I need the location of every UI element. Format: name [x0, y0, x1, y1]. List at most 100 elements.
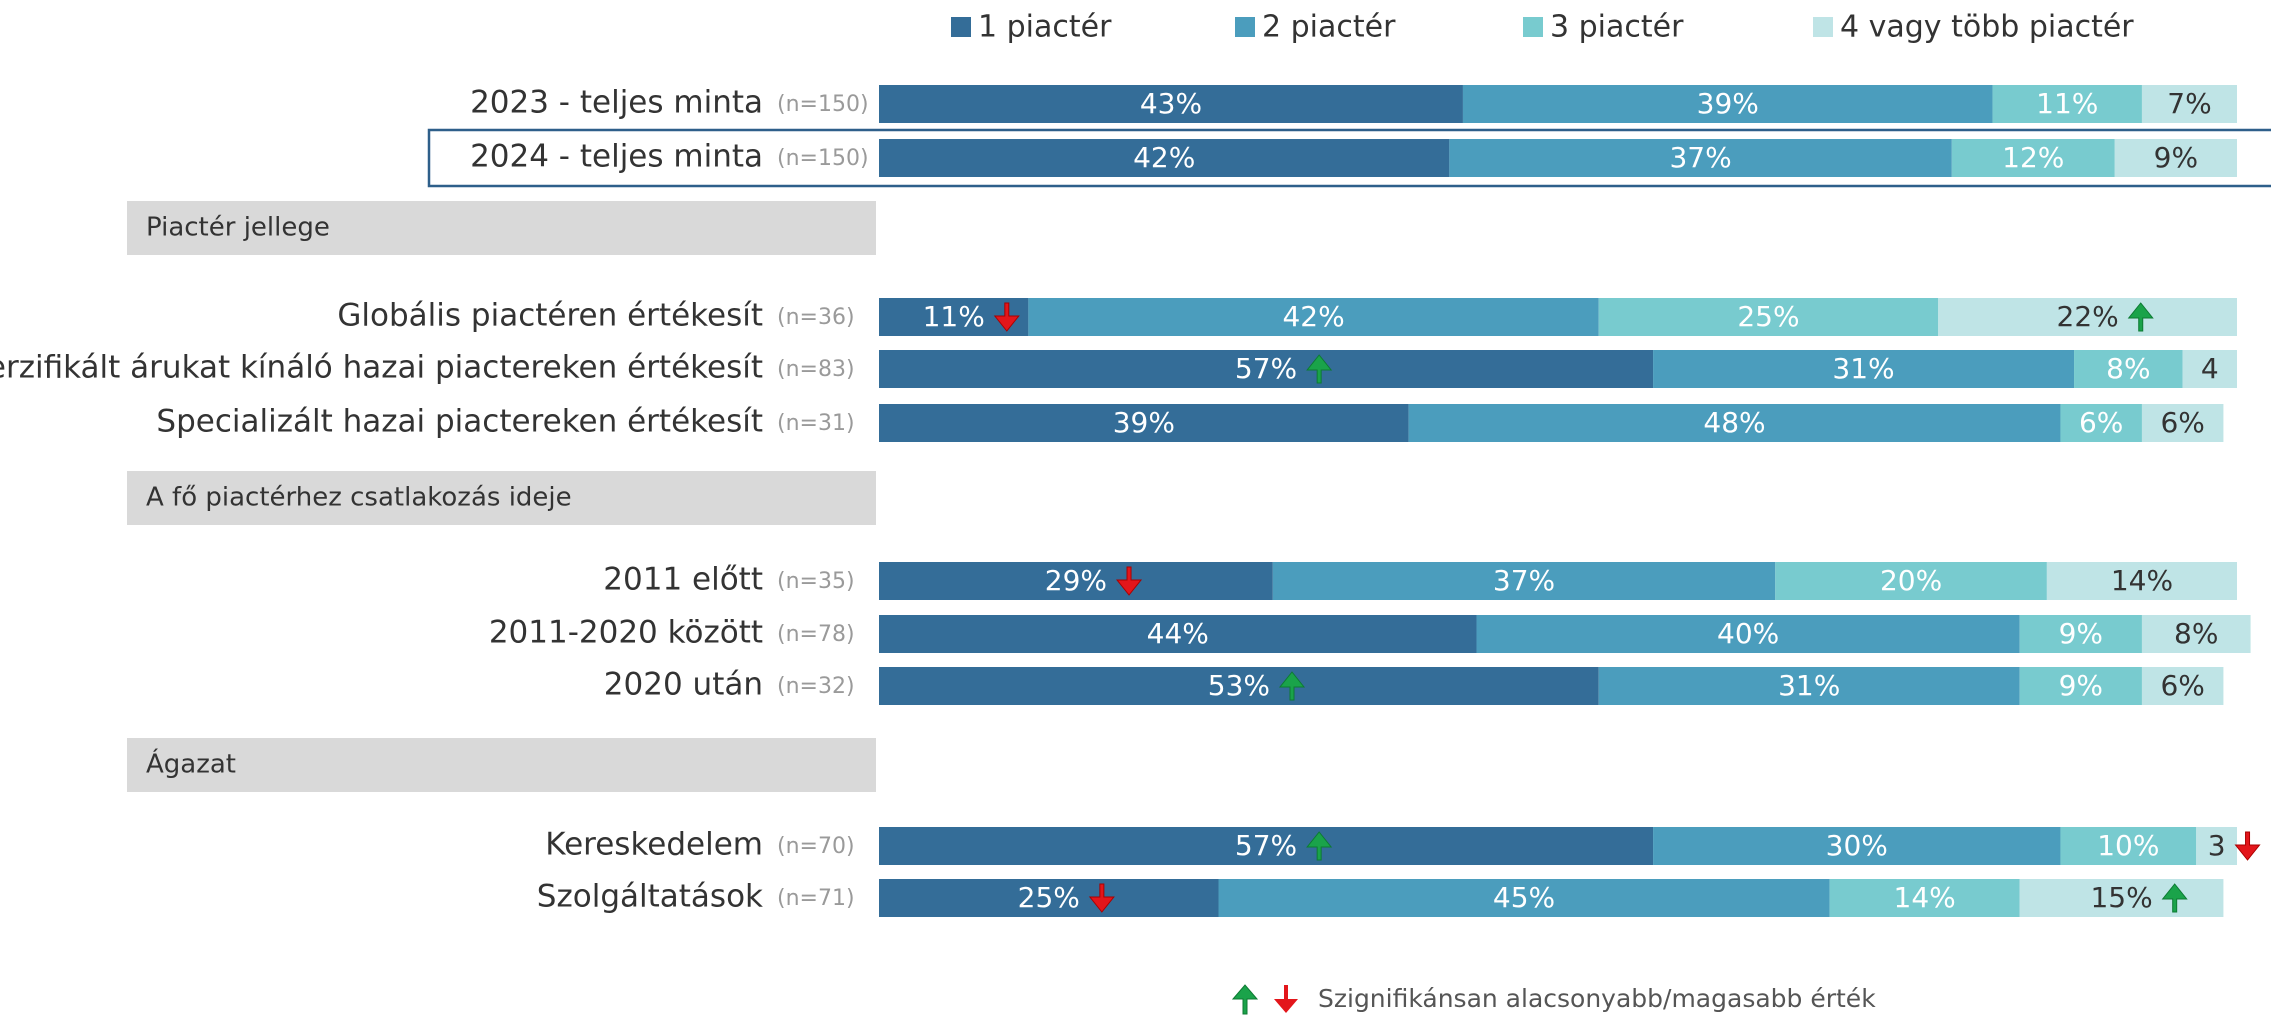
section-header-bg [127, 738, 876, 792]
bar-segment [2019, 879, 2224, 917]
up-arrow-icon [1231, 984, 1259, 1015]
up-arrow [2161, 883, 2188, 913]
section-title: Piactér jellege [146, 213, 330, 243]
value-label: 57% [1235, 352, 1297, 385]
down-arrow [993, 302, 1020, 332]
arrow-shape [2234, 831, 2261, 861]
bar-segment [879, 350, 1654, 388]
value-label: 3 [2208, 829, 2226, 862]
category-label: 2020 után [604, 667, 763, 703]
bar-segment [879, 879, 1219, 917]
category-label: Globális piactéren értékesít [337, 298, 763, 334]
up-arrow [1278, 671, 1306, 701]
value-label: 31% [1832, 352, 1894, 385]
legend-label: 2 piactér [1262, 10, 1396, 45]
bar-segment [2182, 350, 2237, 388]
bar-segment [1775, 562, 2047, 600]
value-label: 53% [1208, 669, 1270, 702]
bar-segment [879, 667, 1599, 705]
value-label: 43% [1140, 87, 1202, 120]
bar-segment [1992, 85, 2142, 123]
value-label: 12% [2002, 141, 2064, 174]
down-arrow [2234, 831, 2261, 861]
bar-segment [2141, 667, 2224, 705]
arrow-shape [1306, 831, 1333, 861]
value-label: 57% [1235, 829, 1297, 862]
legend-label: 1 piactér [978, 10, 1112, 45]
n-label: (n=78) [777, 622, 855, 647]
highlight-box [427, 128, 2271, 188]
value-label: 6% [2079, 406, 2123, 439]
bar-segment [2019, 615, 2142, 653]
down-arrow-icon [1274, 985, 1298, 1013]
bar-segment [2046, 562, 2237, 600]
section-title: Ágazat [146, 748, 236, 780]
bar-segment [1408, 404, 2061, 442]
note-icons [1231, 984, 1298, 1015]
value-label: 11% [2036, 87, 2098, 120]
legend-swatch [1813, 17, 1833, 37]
category-label: Specializált hazai piactereken értékesít [156, 404, 763, 440]
bar-segment [2074, 350, 2183, 388]
bar-segment [1449, 139, 1952, 177]
category-label: Kereskedelem [545, 827, 763, 863]
value-label: 48% [1703, 406, 1765, 439]
arrow-shape [1088, 883, 1115, 913]
value-label: 14% [2111, 564, 2173, 597]
bar-segment [1829, 879, 2020, 917]
arrow-shape [1278, 671, 1306, 701]
up-arrow [1306, 354, 1333, 384]
value-label: 8% [2174, 617, 2218, 650]
n-label: (n=35) [777, 569, 855, 594]
up-arrow [1306, 831, 1333, 861]
bar-segment [1462, 85, 1993, 123]
value-label: 20% [1880, 564, 1942, 597]
down-arrow [1115, 566, 1143, 596]
bar-segment [879, 404, 1409, 442]
n-label: (n=83) [777, 357, 855, 382]
bar-segment [1938, 298, 2237, 336]
value-label: 14% [1894, 881, 1956, 914]
bar-segment [2196, 827, 2237, 865]
n-label: (n=70) [777, 834, 855, 859]
n-label: (n=36) [777, 305, 855, 330]
value-label: 30% [1826, 829, 1888, 862]
value-label: 37% [1493, 564, 1555, 597]
arrow-shape [2161, 883, 2188, 913]
bar-segment [879, 85, 1463, 123]
n-label: (n=150) [777, 92, 869, 117]
value-label: 22% [2057, 300, 2119, 333]
down-arrow [1088, 883, 1115, 913]
bar-segment [1598, 298, 1939, 336]
bar-segment [1476, 615, 2020, 653]
value-label: 39% [1113, 406, 1175, 439]
n-label: (n=31) [777, 411, 855, 436]
value-label: 31% [1778, 669, 1840, 702]
value-label: 4 [2201, 352, 2219, 385]
category-label: 2011-2020 között [489, 615, 763, 651]
bar-segment [2019, 667, 2142, 705]
value-label: 37% [1669, 141, 1731, 174]
bar-segment [2114, 139, 2237, 177]
value-label: 6% [2160, 669, 2204, 702]
up-arrow [2127, 302, 2154, 332]
value-label: 45% [1493, 881, 1555, 914]
bar-segment [879, 139, 1450, 177]
value-label: 25% [1018, 881, 1080, 914]
value-label: 42% [1282, 300, 1344, 333]
n-label: (n=150) [777, 146, 869, 171]
section-header-bg [127, 201, 876, 255]
arrow-shape [993, 302, 1020, 332]
value-label: 9% [2154, 141, 2198, 174]
legend-label: 3 piactér [1550, 10, 1684, 45]
legend-swatch [1523, 17, 1543, 37]
category-label: 2024 - teljes minta [470, 139, 763, 175]
bar-segment [1272, 562, 1776, 600]
value-label: 15% [2090, 881, 2152, 914]
bar-segment [2141, 615, 2251, 653]
value-label: 9% [2059, 617, 2103, 650]
arrow-shape [1115, 566, 1143, 596]
bar-segment [1028, 298, 1599, 336]
value-label: 42% [1133, 141, 1195, 174]
